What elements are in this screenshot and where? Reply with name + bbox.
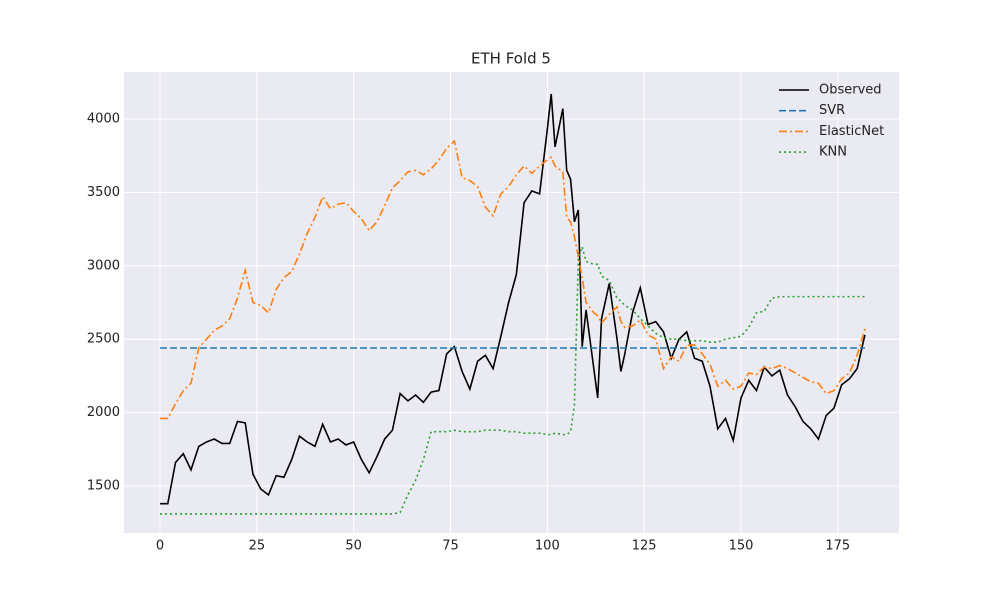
chart-title: ETH Fold 5 [471, 50, 551, 68]
legend-label: Observed [819, 83, 882, 98]
y-tick-label: 2000 [87, 405, 120, 420]
series-line [160, 139, 866, 420]
x-tick-label: 75 [442, 539, 459, 554]
series-line [160, 93, 866, 505]
x-tick-label: 0 [156, 539, 164, 554]
x-tick-label: 50 [345, 539, 362, 554]
plot-area [124, 72, 899, 533]
y-tick-label: 3000 [87, 258, 120, 273]
y-tick-label: 3500 [87, 185, 120, 200]
legend-label: KNN [819, 145, 847, 160]
legend-label: ElasticNet [819, 124, 884, 139]
legend-label: SVR [819, 103, 845, 118]
series-line [160, 243, 865, 515]
x-tick-label: 25 [249, 539, 266, 554]
x-tick-label: 175 [825, 539, 850, 554]
x-tick-label: 150 [729, 539, 754, 554]
x-tick-label: 125 [632, 539, 657, 554]
y-tick-label: 2500 [87, 332, 120, 347]
y-tick-label: 4000 [87, 111, 120, 126]
x-tick-label: 100 [535, 539, 560, 554]
y-tick-label: 1500 [87, 479, 120, 494]
